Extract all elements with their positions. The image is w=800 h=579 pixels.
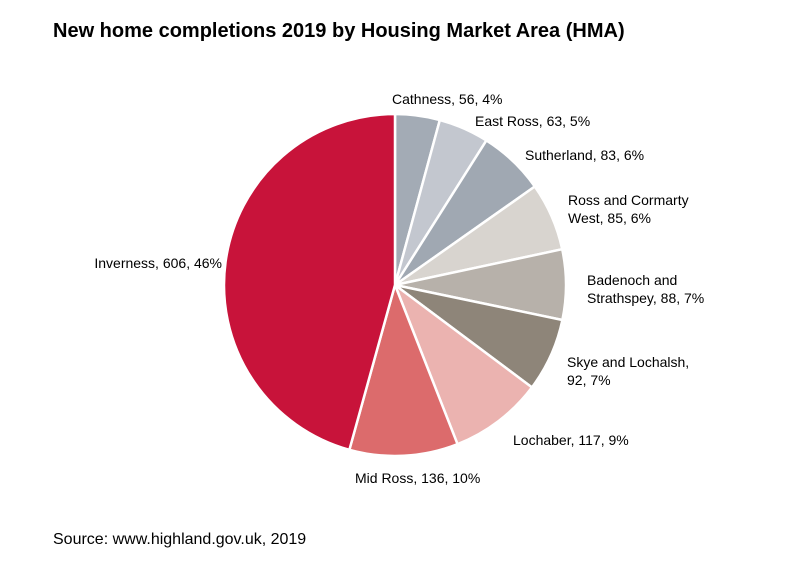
- source-note: Source: www.highland.gov.uk, 2019: [53, 531, 307, 548]
- slice-label-sutherland: Sutherland, 83, 6%: [525, 147, 644, 163]
- slice-label-cathness: Cathness, 56, 4%: [392, 91, 503, 107]
- slice-label-badenoch-and-strathspey: Badenoch and Strathspey, 88, 7%: [587, 272, 704, 306]
- slice-label-east-ross: East Ross, 63, 5%: [475, 113, 590, 129]
- slice-label-skye-and-lochalsh: Skye and Lochalsh, 92, 7%: [567, 354, 689, 388]
- slice-label-ross-and-cormarty-west: Ross and Cormarty West, 85, 6%: [568, 192, 689, 226]
- pie-slice-lochaber: [392, 281, 534, 446]
- pie-slice-inverness: [222, 112, 397, 452]
- slice-label-inverness: Inverness, 606, 46%: [94, 255, 222, 271]
- chart-title: New home completions 2019 by Housing Mar…: [53, 20, 625, 42]
- slice-label-lochaber: Lochaber, 117, 9%: [513, 432, 629, 448]
- pie-slice-mid-ross: [347, 281, 460, 458]
- slice-label-mid-ross: Mid Ross, 136, 10%: [355, 470, 480, 486]
